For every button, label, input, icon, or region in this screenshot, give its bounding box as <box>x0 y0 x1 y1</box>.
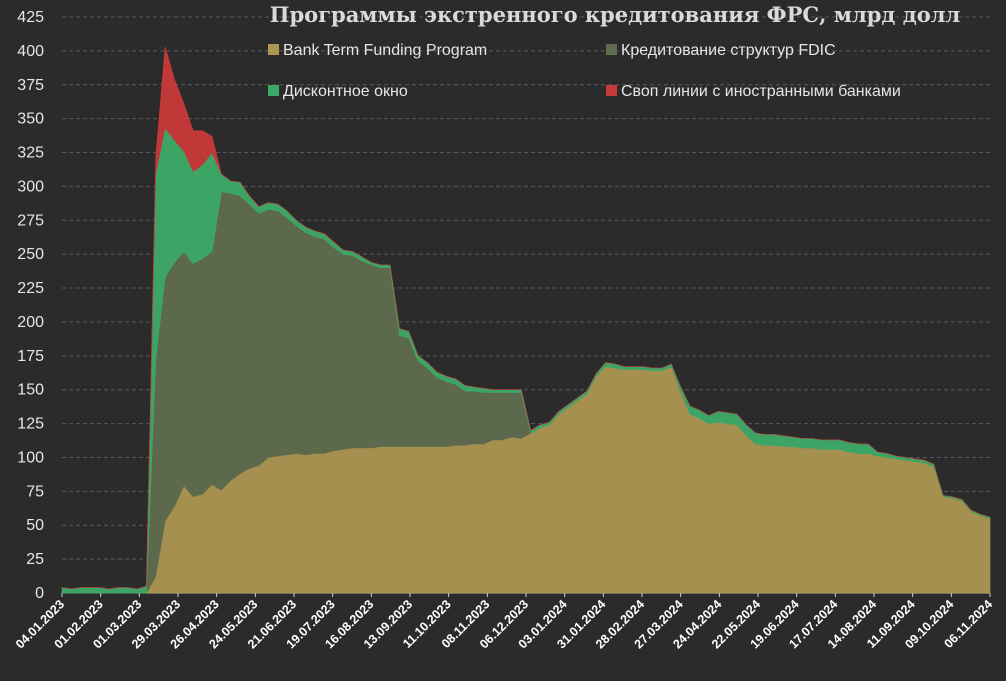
y-tick-label: 225 <box>17 280 44 297</box>
y-tick-label: 300 <box>17 178 44 195</box>
y-tick-label: 150 <box>17 382 44 399</box>
y-tick-label: 200 <box>17 314 44 331</box>
legend-swatch <box>268 85 279 96</box>
legend-label: Кредитование структур FDIC <box>621 42 836 59</box>
y-tick-label: 25 <box>26 551 44 568</box>
series-area-3 <box>61 46 991 590</box>
legend-swatch <box>606 85 617 96</box>
chart-title: Программы экстренного кредитования ФРС, … <box>270 2 961 27</box>
legend: Bank Term Funding Program Кредитование ст… <box>268 42 901 100</box>
y-tick-label: 375 <box>17 77 44 94</box>
stacked-areas <box>61 46 991 594</box>
legend-label: Bank Term Funding Program <box>283 42 487 59</box>
legend-label: Своп линии с иностранными банками <box>621 83 901 100</box>
y-axis-ticks: 0 25 50 75 100 125 150 175 200 225 250 275 300 325 350… <box>17 9 44 602</box>
y-tick-label: 400 <box>17 43 44 60</box>
y-tick-label: 0 <box>35 585 44 602</box>
x-axis-ticks: 04.01.202301.02.202301.03.202329.03.2023… <box>13 593 995 651</box>
legend-label: Дисконтное окно <box>283 83 408 100</box>
legend-swatch <box>268 44 279 55</box>
y-tick-label: 75 <box>26 483 44 500</box>
y-tick-label: 175 <box>17 348 44 365</box>
y-tick-label: 275 <box>17 212 44 229</box>
legend-swatch <box>606 44 617 55</box>
y-tick-label: 350 <box>17 111 44 128</box>
y-tick-label: 100 <box>17 449 44 466</box>
y-tick-label: 50 <box>26 517 44 534</box>
y-tick-label: 325 <box>17 145 44 162</box>
y-tick-label: 425 <box>17 9 44 26</box>
y-tick-label: 125 <box>17 416 44 433</box>
y-tick-label: 250 <box>17 246 44 263</box>
